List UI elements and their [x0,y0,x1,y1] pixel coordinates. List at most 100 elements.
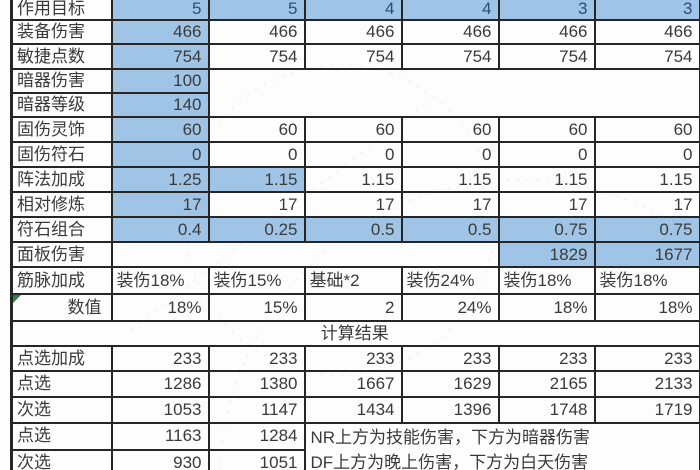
cell[interactable]: 0 [593,141,700,169]
cell[interactable]: 18% [110,293,210,323]
row-label[interactable]: 点选 [10,370,113,399]
cell[interactable]: 233 [593,345,700,373]
cell[interactable]: 1380 [207,370,306,399]
cell[interactable]: 100 [110,68,210,95]
cell[interactable]: 466 [110,19,210,46]
row-label[interactable]: 阵法加成 [10,166,113,194]
cell[interactable]: 754 [303,43,403,71]
row-label[interactable]: 暗器等级 [10,92,113,119]
cell[interactable]: 754 [207,43,306,71]
cell[interactable]: 5 [207,0,306,22]
row-label[interactable]: 作用目标 [10,0,113,22]
cell[interactable]: 17 [110,191,210,219]
cell[interactable]: 基础*2 [303,266,403,296]
cell[interactable]: 1.15 [497,166,596,194]
row-label[interactable]: 符石组合 [10,216,113,244]
row-label[interactable]: 面板伤害 [10,241,113,269]
cell[interactable]: 装伤18% [110,266,210,296]
cell[interactable] [110,241,500,269]
cell[interactable]: 装伤18% [497,266,596,296]
cell[interactable]: 2 [303,293,403,323]
cell[interactable]: 1719 [593,396,700,425]
cell[interactable]: 0.5 [303,216,403,244]
cell[interactable]: 60 [110,116,210,144]
row-label[interactable]: 相对修炼 [10,191,113,219]
cell[interactable]: 233 [303,345,403,373]
cell[interactable]: 1053 [110,396,210,425]
cell[interactable]: 1051 [207,448,306,470]
cell[interactable]: 15% [207,293,306,323]
cell[interactable]: 2133 [593,370,700,399]
cell[interactable]: 60 [303,116,403,144]
cell[interactable]: 754 [110,43,210,71]
row-label[interactable]: 点选加成 [10,345,113,373]
cell[interactable]: 1748 [497,396,596,425]
cell[interactable]: 17 [593,191,700,219]
cell[interactable]: 18% [497,293,596,323]
cell[interactable]: 0.5 [400,216,500,244]
cell[interactable]: 1.15 [593,166,700,194]
cell[interactable]: 466 [497,19,596,46]
cell[interactable]: 466 [207,19,306,46]
cell[interactable]: 754 [400,43,500,71]
cell[interactable]: 0 [497,141,596,169]
row-label[interactable]: 固伤符石 [10,141,113,169]
cell[interactable]: 1147 [207,396,306,425]
cell[interactable]: 466 [303,19,403,46]
cell[interactable]: 1.15 [400,166,500,194]
cell[interactable]: 0 [207,141,306,169]
cell[interactable]: 1.25 [110,166,210,194]
cell[interactable]: 18% [593,293,700,323]
cell[interactable]: 3 [593,0,700,22]
cell[interactable]: 60 [497,116,596,144]
section-header[interactable]: 计算结果 [10,320,700,348]
row-label[interactable]: 点选 [10,422,113,451]
cell[interactable]: 1.15 [303,166,403,194]
cell[interactable]: 754 [497,43,596,71]
cell[interactable]: 17 [497,191,596,219]
cell[interactable]: 233 [497,345,596,373]
cell[interactable]: 24% [400,293,500,323]
cell[interactable]: 0 [110,141,210,169]
cell[interactable]: 1434 [303,396,403,425]
cell[interactable]: 233 [110,345,210,373]
cell[interactable]: 1677 [593,241,700,269]
row-label[interactable]: 次选 [10,396,113,425]
cell[interactable]: 1.15 [207,166,306,194]
note-cell[interactable]: NR上方为技能伤害，下方为暗器伤害 DF上方为晚上伤害，下方为白天伤害 [303,422,700,470]
row-label[interactable]: 暗器伤害 [10,68,113,95]
row-label[interactable]: 次选 [10,448,113,470]
cell[interactable]: 233 [207,345,306,373]
cell[interactable]: 1396 [400,396,500,425]
cell[interactable]: 2165 [497,370,596,399]
cell[interactable]: 233 [400,345,500,373]
cell[interactable]: 1629 [400,370,500,399]
cell[interactable]: 1667 [303,370,403,399]
cell[interactable]: 1829 [497,241,596,269]
cell[interactable]: 1284 [207,422,306,451]
cell[interactable]: 1163 [110,422,210,451]
row-label[interactable]: 数值 [10,293,113,323]
cell[interactable]: 140 [110,92,210,119]
cell[interactable]: 930 [110,448,210,470]
cell[interactable]: 3 [497,0,596,22]
row-label[interactable]: 筋脉加成 [10,266,113,296]
cell[interactable]: 60 [207,116,306,144]
cell[interactable]: 4 [303,0,403,22]
cell[interactable]: 60 [400,116,500,144]
cell[interactable]: 0.75 [593,216,700,244]
row-label[interactable]: 固伤灵饰 [10,116,113,144]
row-label[interactable]: 敏捷点数 [10,43,113,71]
cell[interactable]: 1286 [110,370,210,399]
row-label[interactable]: 装备伤害 [10,19,113,46]
cell[interactable]: 466 [400,19,500,46]
cell[interactable]: 4 [400,0,500,22]
cell[interactable]: 17 [207,191,306,219]
cell[interactable]: 0 [400,141,500,169]
cell[interactable]: 装伤18% [593,266,700,296]
cell[interactable]: 0 [303,141,403,169]
cell[interactable]: 5 [110,0,210,22]
cell[interactable]: 60 [593,116,700,144]
cell[interactable]: 17 [400,191,500,219]
cell[interactable]: 0.25 [207,216,306,244]
